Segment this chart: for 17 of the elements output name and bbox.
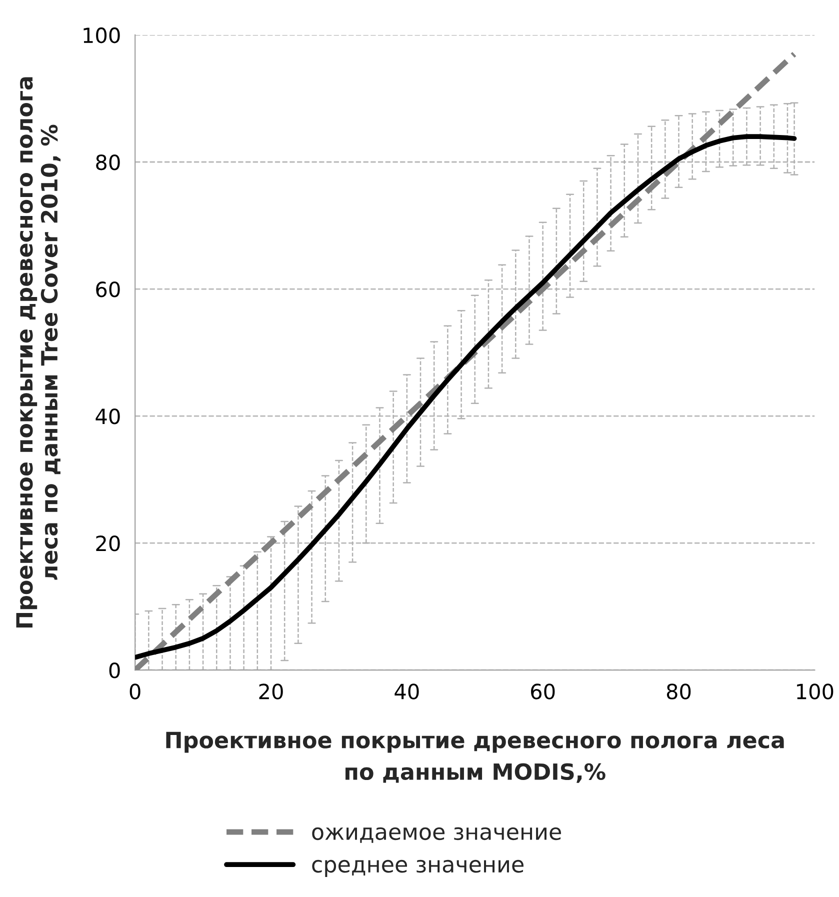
y-tick-label: 60	[96, 281, 120, 298]
x-tick-label: 20	[259, 684, 283, 700]
x-axis-title: Проективное покрытие древесного полога леса по данным MODIS,%	[166, 732, 784, 783]
x-tick-label: 80	[666, 684, 691, 700]
x-tick-label: 100	[797, 684, 834, 700]
x-tick-label: 60	[531, 684, 555, 700]
y-tick-label: 20	[96, 535, 120, 552]
line-series	[135, 134, 797, 660]
y-tick-label: 100	[84, 27, 120, 44]
x-tick-label: 0	[130, 684, 140, 700]
y-tick-label: 0	[109, 662, 120, 678]
legend-label: ожидаемое значение	[312, 827, 561, 843]
legend-label: среднее значение	[312, 860, 524, 877]
y-axis-title: Проективное покрытие древесного полога леса по данным Tree Cover 2010, %	[16, 77, 61, 628]
x-tick-label: 40	[394, 684, 419, 700]
y-tick-label: 40	[96, 408, 120, 424]
y-tick-label: 80	[96, 154, 120, 170]
